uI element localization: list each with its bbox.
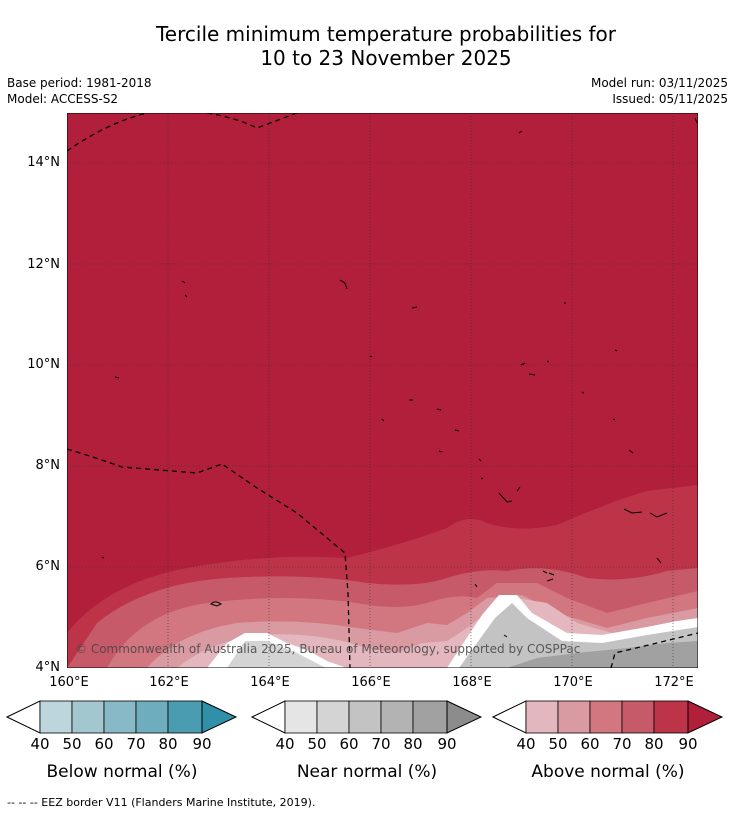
colorbar-near-label-60: 60 [339,735,359,753]
colorbar-below-swatch-80 [167,700,203,734]
colorbar-near-swatch-80 [412,700,448,734]
model-name: Model: ACCESS-S2 [7,92,119,106]
meta-right: Model run: 03/11/2025 Issued: 05/11/2025 [591,75,728,107]
lon-label-166e: 166°E [351,675,391,690]
lat-label-10n: 10°N [27,357,60,372]
lat-label-8n: 8°N [35,458,61,473]
colorbar-above-label-60: 60 [580,735,600,753]
lat-label-14n: 14°N [27,155,60,170]
colorbar-near-normal [251,700,483,734]
colorbar-above-low-arrow [492,700,527,734]
near-normal-50-west [227,641,327,668]
near-normal-80-east [507,641,698,668]
lon-label-172e: 172°E [654,675,694,690]
colorbar-below-label-50: 50 [62,735,82,753]
lon-label-162e: 162°E [149,675,189,690]
colorbar-below-title: Below normal (%) [46,762,198,782]
colorbar-above-swatch-70 [621,700,655,734]
colorbar-near-swatch-40 [284,700,318,734]
meta-left: Base period: 1981-2018 Model: ACCESS-S2 [7,75,152,107]
lat-label-12n: 12°N [27,257,60,272]
lat-label-6n: 6°N [35,559,61,574]
colorbar-near-label-90: 90 [437,735,457,753]
colorbar-near-title: Near normal (%) [296,762,438,782]
eez-borders [67,113,698,668]
model-run: Model run: 03/11/2025 [590,76,728,90]
lon-label-170e: 170°E [553,675,593,690]
colorbar-below-swatch-70 [135,700,169,734]
copyright-notice: © Commonwealth of Australia 2025, Bureau… [75,642,580,656]
colorbar-near-low-arrow [251,700,286,734]
colorbar-below-label-70: 70 [126,735,146,753]
eez-footnote: -- -- -- EEZ border V11 (Flanders Marine… [7,796,316,809]
colorbar-below-normal [6,700,238,734]
colorbar-above-label-70: 70 [612,735,632,753]
lat-label-4n: 4°N [35,660,61,675]
colorbar-below-high-arrow [201,700,238,734]
lon-label-168e: 168°E [452,675,492,690]
colorbar-above-title: Above normal (%) [531,762,685,782]
islands [101,117,698,638]
base-period: Base period: 1981-2018 [7,76,152,90]
lon-label-164e: 164°E [250,675,290,690]
probability-map: © Commonwealth of Australia 2025, Bureau… [67,113,698,668]
colorbar-below-swatch-40 [39,700,73,734]
colorbar-near-label-50: 50 [307,735,327,753]
colorbar-below-swatch-60 [103,700,137,734]
colorbar-above-swatch-80 [653,700,689,734]
colorbar-above-swatch-40 [525,700,559,734]
colorbar-below-label-40: 40 [30,735,50,753]
colorbar-below-swatch-50 [71,700,105,734]
colorbar-below-label-60: 60 [94,735,114,753]
colorbar-near-label-70: 70 [371,735,391,753]
colorbar-near-high-arrow [446,700,483,734]
colorbar-above-label-40: 40 [516,735,536,753]
colorbar-below-label-80: 80 [158,735,178,753]
colorbar-above-label-80: 80 [644,735,664,753]
colorbar-above-swatch-60 [589,700,623,734]
title-line-1: Tercile minimum temperature probabilitie… [155,22,617,46]
title-line-2: 10 to 23 November 2025 [260,46,512,70]
colorbar-above-label-50: 50 [548,735,568,753]
lon-label-160e: 160°E [49,675,89,690]
colorbar-below-low-arrow [6,700,41,734]
colorbar-above-swatch-50 [557,700,591,734]
colorbar-above-normal [492,700,724,734]
graticule [67,113,698,668]
issued-date: Issued: 05/11/2025 [612,92,728,106]
colorbar-near-swatch-60 [348,700,382,734]
colorbar-below-label-90: 90 [192,735,212,753]
colorbar-near-label-80: 80 [403,735,423,753]
colorbar-above-high-arrow [687,700,724,734]
colorbar-near-swatch-50 [316,700,350,734]
colorbar-near-swatch-70 [380,700,414,734]
colorbar-near-label-40: 40 [275,735,295,753]
colorbar-above-label-90: 90 [678,735,698,753]
figure-title: Tercile minimum temperature probabilitie… [0,22,736,70]
